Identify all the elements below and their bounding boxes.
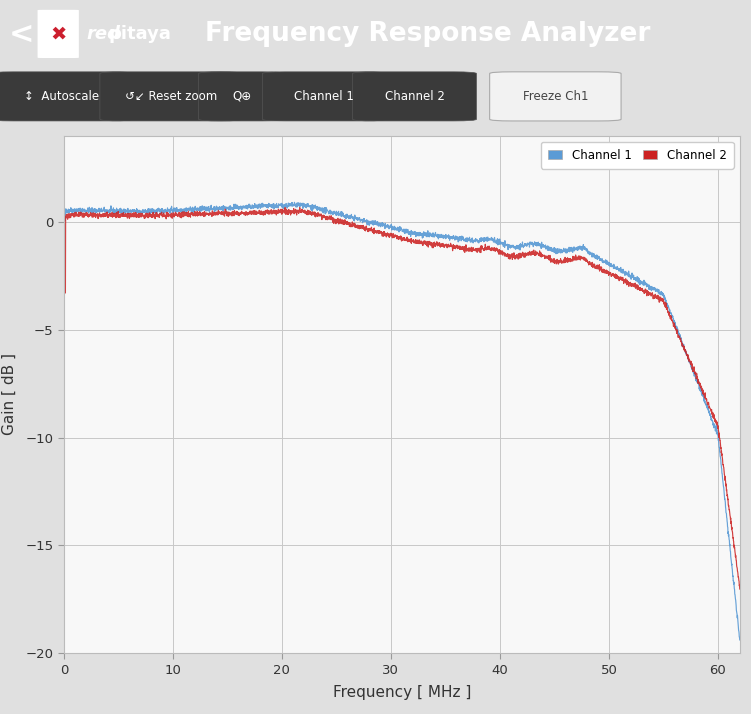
- Text: pitaya: pitaya: [109, 25, 172, 43]
- Text: <: <: [8, 19, 34, 49]
- Channel 1: [348, 213, 357, 222]
- FancyBboxPatch shape: [38, 10, 79, 58]
- Channel 1: [735, 635, 744, 644]
- Channel 2: [59, 289, 68, 298]
- Channel 1: [137, 207, 146, 216]
- Channel 2: [348, 222, 357, 231]
- Channel 1: [318, 207, 327, 216]
- Channel 2: [176, 210, 185, 218]
- Text: ↕  Autoscale: ↕ Autoscale: [24, 90, 99, 103]
- Channel 1: [59, 152, 68, 161]
- Text: Channel 1: Channel 1: [294, 90, 354, 103]
- Text: Freeze Ch1: Freeze Ch1: [523, 90, 588, 103]
- Channel 2: [318, 211, 327, 219]
- FancyBboxPatch shape: [490, 72, 621, 121]
- Channel 2: [722, 486, 731, 494]
- Text: Q⊕: Q⊕: [232, 90, 252, 103]
- FancyBboxPatch shape: [353, 72, 477, 121]
- Text: Frequency Response Analyzer: Frequency Response Analyzer: [205, 21, 651, 47]
- FancyBboxPatch shape: [198, 72, 285, 121]
- Channel 2: [281, 203, 290, 212]
- FancyBboxPatch shape: [263, 72, 386, 121]
- Y-axis label: Gain [ dB ]: Gain [ dB ]: [2, 353, 17, 436]
- Text: ↺↙ Reset zoom: ↺↙ Reset zoom: [125, 90, 217, 103]
- Line: Channel 2: Channel 2: [64, 208, 740, 589]
- FancyBboxPatch shape: [0, 72, 133, 121]
- Channel 2: [137, 213, 146, 221]
- Legend: Channel 1, Channel 2: Channel 1, Channel 2: [541, 141, 734, 169]
- Text: ✖: ✖: [50, 24, 67, 44]
- X-axis label: Frequency [ MHz ]: Frequency [ MHz ]: [333, 685, 471, 700]
- Channel 2: [735, 585, 744, 593]
- Channel 1: [176, 208, 185, 216]
- Text: Channel 2: Channel 2: [385, 90, 445, 103]
- FancyBboxPatch shape: [100, 72, 243, 121]
- Channel 2: [650, 291, 659, 300]
- Channel 1: [649, 285, 658, 293]
- Line: Channel 1: Channel 1: [64, 156, 740, 640]
- Text: red: red: [86, 25, 120, 43]
- Channel 1: [722, 509, 731, 518]
